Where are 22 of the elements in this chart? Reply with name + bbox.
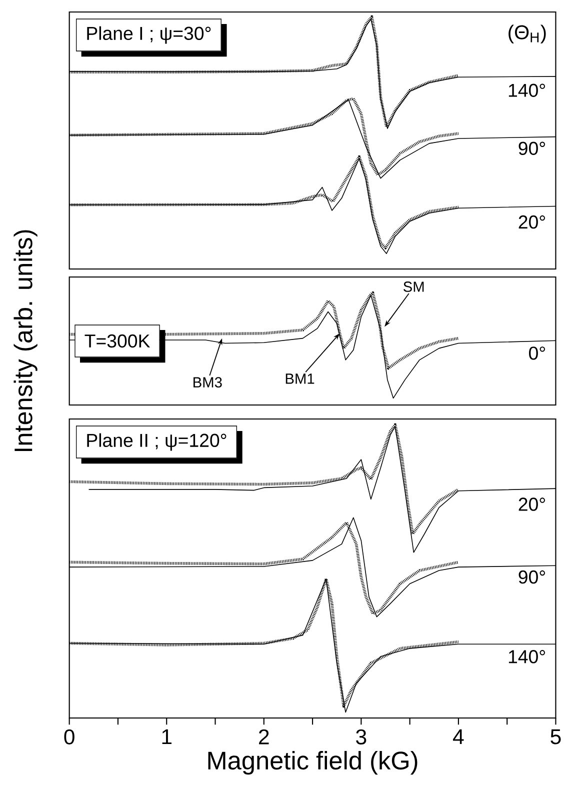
x-tick-label: 1 bbox=[162, 729, 172, 744]
x-tick-label: 5 bbox=[550, 729, 561, 744]
legend-title: (Θ$_{H}$) bbox=[508, 24, 546, 44]
chart-title: Plane I ; ψ=30° bbox=[87, 26, 211, 44]
chart-title: Plane II ; ψ=120° bbox=[87, 433, 226, 451]
text: 20° bbox=[518, 498, 545, 511]
text: 20° bbox=[518, 215, 545, 229]
x-tick-label: 3 bbox=[356, 729, 366, 744]
text: T=300K bbox=[84, 334, 150, 348]
annotation: SM bbox=[404, 282, 424, 292]
y-axis-title: Intensity (arb. units) bbox=[14, 230, 38, 452]
x-tick-label: 4 bbox=[453, 729, 464, 744]
annotation: BM1 bbox=[286, 374, 314, 384]
x-axis-title: Magnetic field (kG) bbox=[208, 750, 418, 775]
x-tick-label: 2 bbox=[259, 729, 269, 744]
text: 140° bbox=[508, 84, 545, 97]
annotation: BM3 bbox=[194, 377, 222, 388]
text: 140° bbox=[508, 650, 545, 664]
text: 90° bbox=[518, 142, 545, 155]
text: 0° bbox=[529, 346, 545, 360]
x-tick-label: 0 bbox=[64, 729, 74, 744]
text: 90° bbox=[518, 570, 545, 584]
